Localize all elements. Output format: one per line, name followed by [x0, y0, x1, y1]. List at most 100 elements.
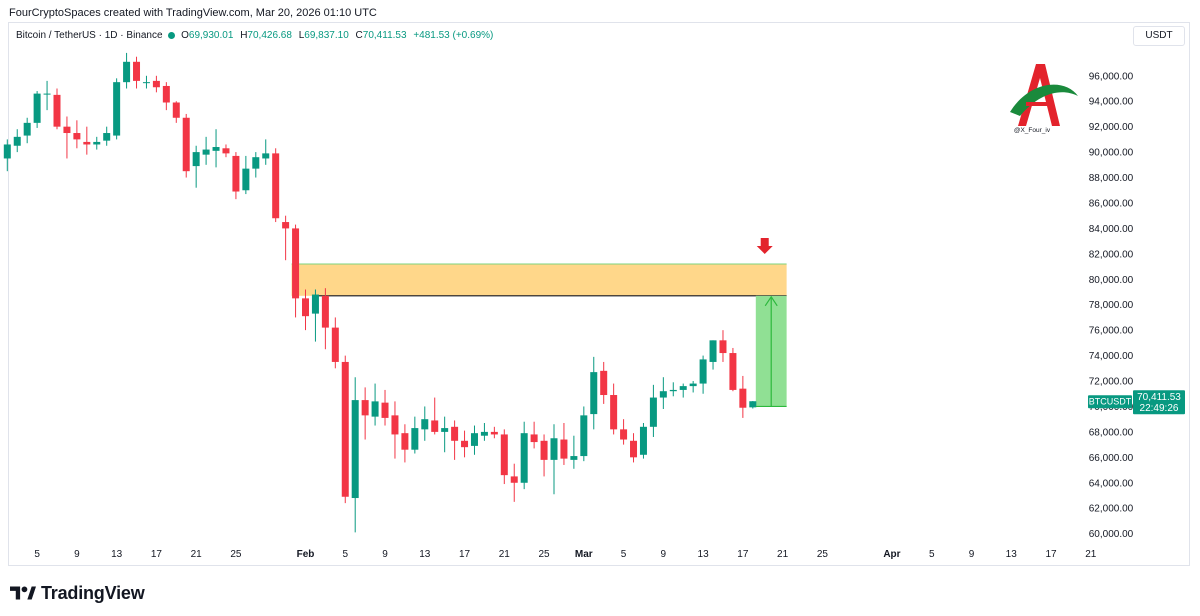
candle-body	[73, 133, 81, 140]
candle-body	[33, 93, 41, 123]
candle	[470, 425, 478, 455]
price-tick-label: 68,000.00	[1089, 427, 1134, 438]
candle	[341, 355, 349, 504]
candle-body	[391, 415, 399, 435]
price-tick-label: 84,000.00	[1089, 224, 1134, 235]
price-tick-label: 82,000.00	[1089, 249, 1134, 260]
countdown-text: 22:49:26	[1140, 403, 1179, 414]
candle-body	[242, 168, 250, 191]
candle-body	[381, 402, 389, 418]
candle	[202, 136, 210, 165]
candle-body	[431, 420, 439, 432]
candle	[580, 406, 588, 462]
candle-body	[739, 388, 747, 408]
candle-body	[162, 85, 170, 103]
candle-body	[311, 294, 319, 314]
price-axis: 96,000.00 94,000.00 92,000.00 90,000.00 88,0…	[1089, 71, 1134, 540]
candle-body	[550, 438, 558, 460]
candle-body	[441, 428, 449, 432]
candle	[292, 224, 300, 318]
candle	[53, 88, 61, 130]
candle-body	[570, 456, 578, 460]
candle-body	[262, 153, 270, 159]
candle-body	[361, 400, 369, 416]
candle	[639, 422, 647, 459]
tradingview-logo-icon	[10, 586, 36, 600]
candle	[182, 113, 190, 178]
price-tick-label: 90,000.00	[1089, 148, 1134, 159]
time-tick-label: 25	[817, 549, 829, 560]
currency-button[interactable]: USDT	[1133, 26, 1185, 46]
symbol-title: Bitcoin / TetherUS · 1D · Binance	[16, 30, 163, 41]
candle	[192, 145, 200, 188]
candle-body	[411, 428, 419, 450]
candle	[540, 434, 548, 477]
candle-body	[639, 426, 647, 455]
candle	[311, 289, 319, 342]
tradingview-brand: TradingView	[41, 582, 145, 603]
candle	[371, 383, 379, 426]
candle-body	[282, 222, 290, 229]
time-tick-label: 9	[382, 549, 388, 560]
watermark-logo: @X_Four_iv	[1010, 64, 1078, 134]
price-tick-label: 62,000.00	[1089, 504, 1134, 515]
candle-body	[302, 298, 309, 317]
candle-body	[451, 426, 459, 441]
candle-body	[540, 440, 548, 460]
candle-body	[142, 82, 150, 84]
symbol-tag-text: BTCUSDT	[1089, 397, 1132, 407]
candle	[103, 126, 111, 146]
candle	[441, 416, 449, 453]
candle	[699, 355, 707, 394]
candle-body	[103, 133, 111, 141]
time-tick-label: 9	[969, 549, 975, 560]
price-tick-label: 92,000.00	[1089, 122, 1134, 133]
price-tick-label: 66,000.00	[1089, 453, 1134, 464]
candle	[411, 416, 419, 454]
candle	[73, 120, 81, 149]
candle-body	[649, 397, 657, 427]
candle	[729, 347, 737, 392]
candle	[480, 422, 488, 441]
candle-body	[709, 340, 717, 362]
candle	[361, 387, 369, 440]
candle	[659, 377, 667, 410]
candle-body	[580, 415, 588, 457]
candle	[719, 330, 727, 362]
candle	[302, 289, 309, 331]
time-tick-label: 25	[230, 549, 242, 560]
candle	[500, 429, 508, 485]
close-value: 70,411.53	[362, 30, 407, 41]
price-tick-label: 86,000.00	[1089, 198, 1134, 209]
candle-body	[719, 340, 727, 354]
candle	[33, 91, 41, 128]
candle-body	[23, 122, 31, 136]
time-tick-label: 17	[737, 549, 749, 560]
overlay-layer	[755, 238, 787, 408]
candle	[13, 129, 21, 153]
candle	[520, 421, 528, 490]
candle	[451, 420, 459, 460]
time-tick-label: 17	[1045, 549, 1057, 560]
candle	[232, 152, 240, 200]
time-tick-label: 13	[419, 549, 431, 560]
candle-body	[182, 117, 190, 172]
time-tick-label: 5	[621, 549, 627, 560]
candle	[152, 75, 160, 93]
candle-body	[123, 61, 131, 83]
time-tick-label: 5	[34, 549, 40, 560]
candle-body	[3, 144, 11, 159]
time-tick-label: 13	[698, 549, 710, 560]
candle	[530, 421, 538, 449]
candle	[321, 288, 329, 350]
candle-body	[669, 389, 677, 392]
time-tick-label: 21	[191, 549, 203, 560]
sell-arrow-icon	[756, 238, 773, 255]
candle	[510, 463, 518, 502]
chart-frame	[8, 22, 1190, 566]
candle-body	[272, 153, 280, 219]
candle-body	[530, 434, 538, 443]
time-tick-label: 17	[459, 549, 471, 560]
